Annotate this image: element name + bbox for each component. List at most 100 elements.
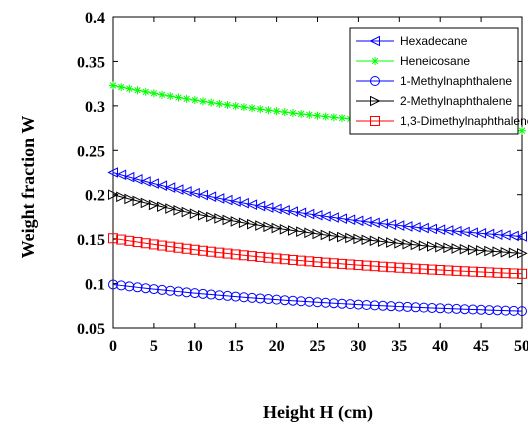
star-stroke (224, 101, 231, 109)
circle-marker (451, 303, 462, 314)
y-tick-label: 0.1 (85, 277, 105, 294)
square-marker (173, 242, 184, 253)
star-stroke (240, 103, 248, 111)
square-marker (206, 246, 217, 257)
triangle-right-marker (459, 243, 471, 255)
circle-marker (222, 290, 233, 301)
series-1-3-dimethylnaphthalene (108, 233, 527, 279)
square-marker (467, 266, 478, 277)
circle-marker (304, 296, 315, 307)
square-marker (296, 255, 307, 266)
y-tick-label: 0.05 (77, 321, 105, 338)
triangle-right-marker (500, 246, 512, 258)
star-marker (231, 102, 240, 111)
circle-marker (247, 292, 258, 303)
square-marker (427, 264, 438, 275)
star-marker (158, 90, 167, 99)
series-line (112, 283, 523, 312)
star-stroke (117, 83, 125, 91)
star-marker (215, 99, 224, 108)
triangle-left-marker (320, 211, 331, 222)
star-stroke (297, 110, 305, 118)
triangle-right-marker (181, 206, 193, 218)
triangle-right-marker (435, 241, 446, 253)
triangle-right-marker (476, 245, 487, 256)
circle-marker (189, 288, 200, 299)
triangle-right-marker (173, 205, 185, 216)
square-marker (148, 239, 159, 250)
circle-marker (108, 279, 118, 290)
star-marker (149, 89, 158, 98)
x-tick-label: 0 (109, 338, 117, 355)
circle-marker (459, 304, 470, 315)
star-marker (338, 114, 347, 123)
square-marker (484, 267, 495, 278)
circle-marker (435, 303, 446, 314)
triangle-left-marker (246, 199, 258, 210)
circle-marker (394, 301, 405, 312)
circle-marker (402, 301, 413, 312)
square-marker (353, 260, 364, 271)
triangle-right-marker (492, 246, 504, 257)
square-marker (508, 268, 519, 279)
square-marker (320, 257, 331, 268)
star-stroke (126, 85, 133, 92)
triangle-left-marker (131, 174, 143, 185)
star-marker (141, 87, 150, 96)
square-marker (124, 235, 135, 246)
triangle-left-marker (107, 167, 118, 178)
star-stroke (518, 127, 526, 134)
star-marker (174, 93, 183, 102)
circle-marker (140, 283, 151, 294)
star-stroke (273, 108, 280, 115)
triangle-left-marker (303, 208, 315, 220)
triangle-right-marker (255, 220, 266, 231)
triangle-right-marker (370, 95, 381, 107)
circle-marker (271, 294, 282, 305)
square-marker (255, 251, 266, 262)
series-hexadecane (107, 167, 527, 242)
star-marker (305, 110, 314, 119)
star-stroke (167, 92, 174, 100)
square-marker (459, 266, 470, 277)
star-stroke (134, 87, 141, 94)
series-2-methylnaphthalene (108, 189, 528, 259)
circle-marker (492, 305, 503, 316)
star-stroke (150, 90, 158, 97)
circle-marker (345, 299, 356, 310)
circle-marker (116, 280, 127, 291)
y-tick-label: 0.4 (85, 10, 105, 27)
star-marker (256, 105, 265, 114)
triangle-left-marker (221, 194, 233, 206)
star-stroke (142, 88, 149, 95)
circle-marker (517, 306, 527, 317)
star-stroke (232, 102, 239, 110)
square-marker (345, 259, 356, 270)
circle-marker (312, 297, 323, 308)
triangle-right-marker (418, 240, 430, 252)
triangle-left-marker (172, 184, 184, 195)
triangle-right-marker (132, 195, 144, 207)
triangle-left-marker (140, 176, 151, 187)
triangle-right-marker (508, 247, 520, 259)
y-tick-label: 0.3 (85, 99, 105, 116)
square-marker (157, 240, 168, 251)
legend-item: 1,3-Dimethylnaphthalene (356, 114, 528, 128)
star-marker (109, 81, 117, 90)
circle-marker (476, 304, 487, 315)
square-marker (500, 268, 511, 279)
triangle-right-marker (386, 237, 397, 248)
triangle-right-marker (328, 230, 340, 242)
triangle-left-marker (311, 209, 323, 221)
triangle-right-marker (148, 199, 160, 211)
circle-marker (418, 302, 429, 313)
legend-label: Hexadecane (400, 34, 468, 48)
star-marker (133, 86, 142, 95)
triangle-right-marker (377, 236, 389, 247)
square-marker (197, 245, 208, 256)
square-marker (492, 267, 503, 278)
square-marker (238, 250, 249, 261)
x-tick-label: 30 (350, 338, 366, 355)
square-marker (386, 262, 397, 273)
triangle-right-marker (206, 211, 217, 223)
